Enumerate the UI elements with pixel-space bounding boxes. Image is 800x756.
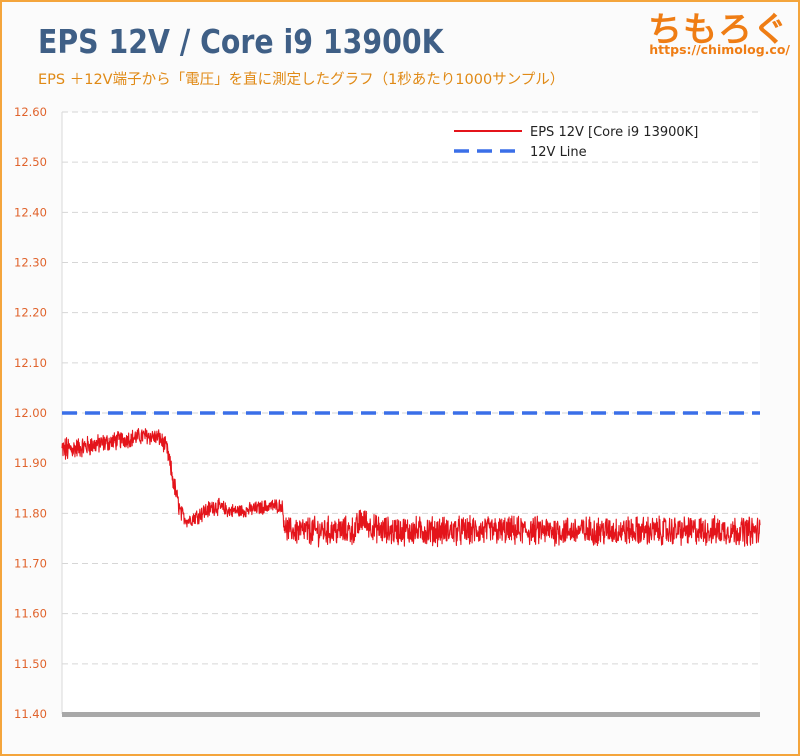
y-tick-label: 11.40 bbox=[14, 707, 47, 721]
y-tick-label: 12.50 bbox=[14, 155, 47, 169]
series-eps12v-line bbox=[61, 427, 761, 548]
y-tick-label: 12.00 bbox=[14, 406, 47, 420]
y-tick-label: 11.60 bbox=[14, 607, 47, 621]
y-tick-label: 11.90 bbox=[14, 456, 47, 470]
y-tick-label: 12.30 bbox=[14, 256, 47, 270]
y-tick-label: 12.60 bbox=[14, 105, 47, 119]
y-tick-label: 11.80 bbox=[14, 506, 47, 520]
y-tick-label: 12.20 bbox=[14, 306, 47, 320]
y-tick-label: 11.70 bbox=[14, 557, 47, 571]
legend-label-eps12v: EPS 12V [Core i9 13900K] bbox=[530, 125, 698, 140]
x-axis-bar bbox=[62, 712, 760, 717]
chart-subtitle: EPS ＋12V端子から「電圧」を直に測定したグラフ（1秒あたり1000サンプル… bbox=[38, 72, 565, 88]
chart-title: EPS 12V / Core i9 13900K bbox=[38, 22, 444, 61]
y-tick-label: 12.40 bbox=[14, 205, 47, 219]
legend-label-12v-line: 12V Line bbox=[530, 145, 587, 160]
site-url: https://chimolog.co/ bbox=[649, 42, 790, 57]
site-logo: ちもろぐ bbox=[648, 10, 788, 50]
y-tick-label: 12.10 bbox=[14, 356, 47, 370]
y-tick-label: 11.50 bbox=[14, 657, 47, 671]
